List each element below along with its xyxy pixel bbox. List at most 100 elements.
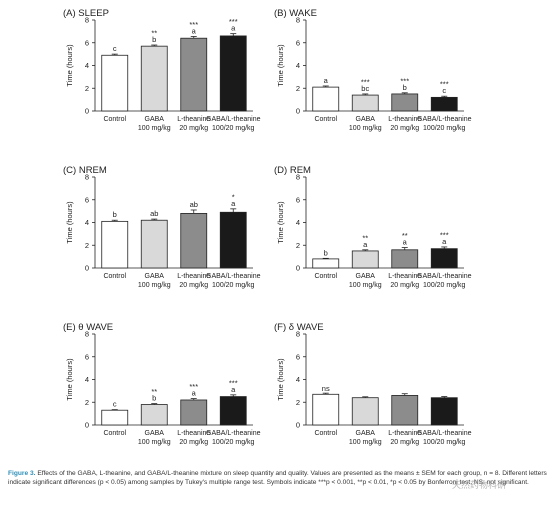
significance-letter: a xyxy=(403,238,408,247)
significance-letter: c xyxy=(442,86,446,95)
y-tick-label: 0 xyxy=(296,421,300,430)
significance-letter: ab xyxy=(190,200,198,209)
category-label: L-theanine xyxy=(177,116,210,123)
significance-letter: b xyxy=(324,248,328,257)
y-tick-label: 0 xyxy=(85,107,89,116)
category-label: GABA/L-theanine xyxy=(417,116,472,123)
significance-letter: a xyxy=(442,237,447,246)
significance-letter: b xyxy=(113,210,117,219)
significance-stars: ** xyxy=(151,29,157,38)
category-label: L-theanine xyxy=(388,430,421,437)
y-tick-label: 4 xyxy=(85,218,89,227)
dose-label: 20 mg/kg xyxy=(390,282,419,289)
category-label: Control xyxy=(314,430,337,437)
watermark: 天然药物科研 xyxy=(452,480,507,490)
dose-label: 100 mg/kg xyxy=(349,282,382,289)
bar xyxy=(391,249,419,269)
dose-label: 100/20 mg/kg xyxy=(423,125,466,132)
bar xyxy=(351,397,379,426)
y-tick-label: 4 xyxy=(85,61,89,70)
panel-title: (D) REM xyxy=(274,165,311,176)
bar xyxy=(140,404,168,426)
bar xyxy=(219,396,247,426)
category-label: L-theanine xyxy=(388,116,421,123)
bar xyxy=(140,45,168,112)
y-tick-label: 8 xyxy=(296,16,300,25)
y-tick-label: 8 xyxy=(296,330,300,339)
category-label: GABA xyxy=(145,273,165,280)
dose-label: 100 mg/kg xyxy=(349,125,382,132)
dose-label: 20 mg/kg xyxy=(179,125,208,132)
category-label: GABA/L-theanine xyxy=(206,430,261,437)
bar xyxy=(180,399,208,426)
category-label: GABA/L-theanine xyxy=(206,116,261,123)
panel-title: (E) θ WAVE xyxy=(63,322,113,333)
significance-stars: * xyxy=(232,192,235,201)
bar xyxy=(180,212,208,269)
significance-stars: *** xyxy=(229,378,238,387)
y-tick-label: 2 xyxy=(85,84,89,93)
significance-letter: a xyxy=(231,199,236,208)
dose-label: 100 mg/kg xyxy=(138,439,171,446)
y-tick-label: 2 xyxy=(85,241,89,250)
bar xyxy=(391,395,419,426)
bar xyxy=(140,219,168,269)
y-tick-label: 2 xyxy=(85,398,89,407)
dose-label: 100/20 mg/kg xyxy=(212,125,255,132)
y-axis-label: Time (hours) xyxy=(276,201,285,244)
dose-label: 100 mg/kg xyxy=(349,439,382,446)
category-label: GABA/L-theanine xyxy=(417,273,472,280)
bar xyxy=(312,86,340,112)
y-tick-label: 2 xyxy=(296,398,300,407)
y-tick-label: 4 xyxy=(296,218,300,227)
dose-label: 20 mg/kg xyxy=(179,282,208,289)
significance-stars: *** xyxy=(189,20,198,29)
significance-letter: b xyxy=(152,35,156,44)
significance-letter: c xyxy=(113,44,117,53)
significance-stars: ** xyxy=(402,231,408,240)
dose-label: 100 mg/kg xyxy=(138,125,171,132)
significance-stars: *** xyxy=(440,80,449,89)
significance-letter: a xyxy=(192,389,197,398)
figure-caption: Figure 3. Effects of the GABA, L-theanin… xyxy=(8,469,548,487)
dose-label: 100/20 mg/kg xyxy=(212,439,255,446)
y-tick-label: 0 xyxy=(85,264,89,273)
significance-stars: ** xyxy=(362,233,368,242)
panel-title: (B) WAKE xyxy=(274,8,317,19)
significance-letter: bc xyxy=(361,84,369,93)
y-axis-label: Time (hours) xyxy=(65,201,74,244)
y-tick-label: 6 xyxy=(85,352,89,361)
y-tick-label: 6 xyxy=(85,38,89,47)
bar xyxy=(430,96,458,112)
category-label: GABA xyxy=(145,116,165,123)
significance-stars: *** xyxy=(189,382,198,391)
y-tick-label: 0 xyxy=(296,264,300,273)
significance-letter: a xyxy=(363,240,368,249)
significance-letter: ab xyxy=(150,209,158,218)
panel-title: (F) δ WAVE xyxy=(274,322,324,333)
figure-caption-label: Figure 3. xyxy=(8,470,36,477)
y-axis-label: Time (hours) xyxy=(276,358,285,401)
y-tick-label: 6 xyxy=(296,352,300,361)
category-label: Control xyxy=(314,273,337,280)
category-label: GABA xyxy=(356,273,376,280)
y-tick-label: 8 xyxy=(85,16,89,25)
panel-title: (A) SLEEP xyxy=(63,8,109,19)
category-label: Control xyxy=(103,273,126,280)
category-label: GABA xyxy=(356,430,376,437)
y-tick-label: 4 xyxy=(85,375,89,384)
significance-letter: c xyxy=(113,400,117,409)
category-label: L-theanine xyxy=(177,273,210,280)
dose-label: 20 mg/kg xyxy=(390,125,419,132)
significance-letter: a xyxy=(231,385,236,394)
bar xyxy=(312,393,340,426)
category-label: L-theanine xyxy=(177,430,210,437)
bar xyxy=(101,54,129,112)
y-tick-label: 6 xyxy=(85,195,89,204)
dose-label: 20 mg/kg xyxy=(390,439,419,446)
significance-stars: *** xyxy=(229,17,238,26)
bar xyxy=(430,248,458,269)
significance-letter: a xyxy=(324,76,329,85)
y-axis-label: Time (hours) xyxy=(65,358,74,401)
bar xyxy=(219,35,247,112)
